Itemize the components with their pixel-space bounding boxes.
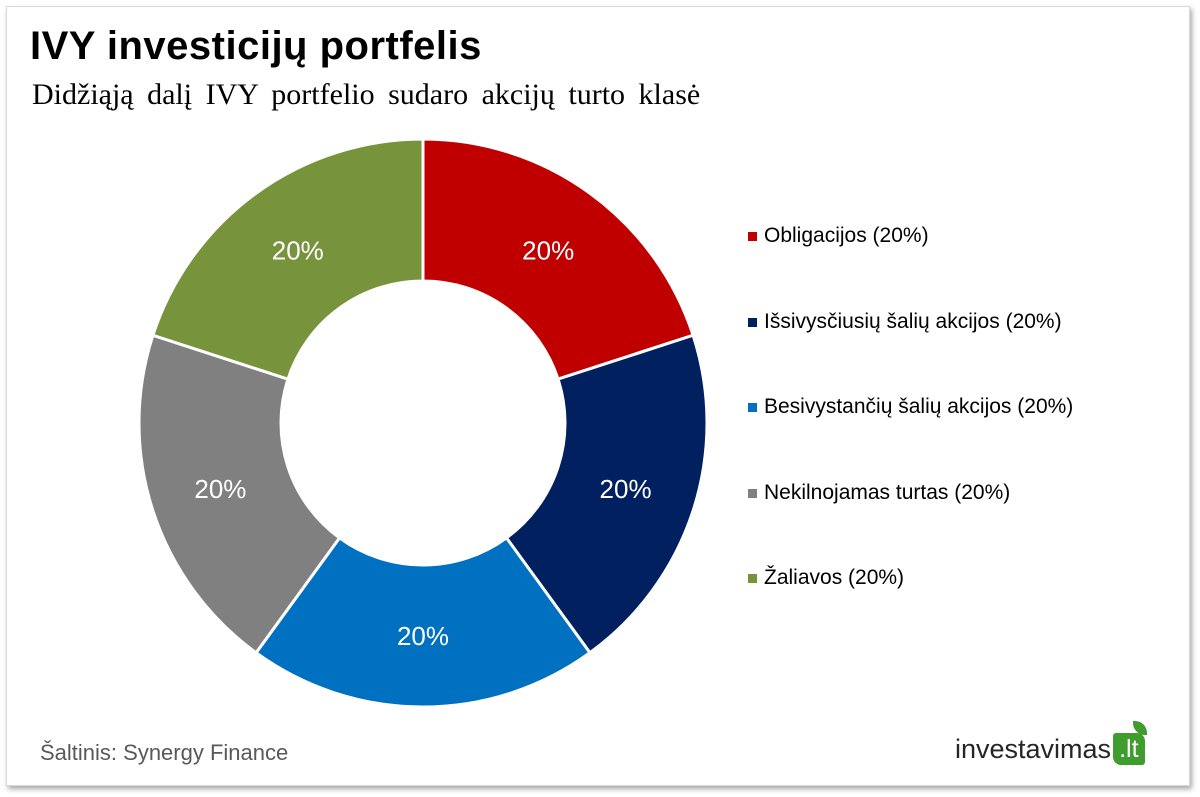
logo-badge: .lt	[1113, 721, 1147, 765]
donut-slices	[137, 137, 709, 709]
donut-slice-besivystanciu-saliu-akcijos	[253, 535, 593, 709]
data-label-issivysciusiu-saliu-akcijos: 20%	[600, 474, 652, 504]
data-label-nekilnojamas-turtas: 20%	[194, 474, 246, 504]
data-label-zaliavos: 20%	[272, 236, 324, 266]
data-label-obligacijos: 20%	[522, 236, 574, 266]
legend-item-zaliavos: Žaliavos (20%)	[748, 566, 1073, 652]
donut-slice-issivysciusiu-saliu-akcijos	[504, 333, 709, 655]
legend-swatch	[748, 403, 757, 412]
legend-label: Žaliavos (20%)	[764, 566, 905, 589]
logo-badge-text: .lt	[1119, 735, 1139, 763]
donut-slice-zaliavos	[151, 137, 425, 382]
legend-swatch	[748, 488, 757, 498]
legend-swatch	[748, 574, 757, 583]
legend-item-issivysciusiu-saliu-akcijos: Išsivysčiusių šalių akcijos (20%)	[748, 310, 1073, 396]
legend-label: Nekilnojamas turtas (20%)	[764, 480, 1011, 504]
legend-item-besivystanciu-saliu-akcijos: Besivystančių šalių akcijos (20%)	[748, 395, 1073, 481]
leaf-icon	[1132, 721, 1147, 735]
legend-label: Obligacijos (20%)	[764, 224, 929, 247]
legend-swatch	[748, 232, 757, 241]
logo-text: investavimas	[955, 733, 1112, 764]
legend-item-obligacijos: Obligacijos (20%)	[748, 224, 1073, 310]
legend-swatch	[748, 317, 757, 327]
donut-data-labels: 20% 20% 20% 20% 20%	[194, 236, 651, 651]
chart-title: IVY investicijų portfelis	[30, 24, 482, 68]
investavimas-logo: investavimas .lt	[955, 721, 1147, 765]
chart-legend: Obligacijos (20%) Išsivysčiusių šalių ak…	[748, 224, 1073, 652]
legend-label: Išsivysčiusių šalių akcijos (20%)	[764, 309, 1062, 333]
donut-slice-nekilnojamas-turtas	[137, 333, 342, 655]
legend-label: Besivystančių šalių akcijos (20%)	[764, 395, 1074, 418]
source-note: Šaltinis: Synergy Finance	[40, 740, 289, 765]
data-label-besivystanciu-saliu-akcijos: 20%	[397, 621, 449, 651]
legend-item-nekilnojamas-turtas: Nekilnojamas turtas (20%)	[748, 481, 1073, 567]
chart-subtitle: Didžiąją dalį IVY portfelio sudaro akcij…	[32, 78, 701, 111]
donut-slice-obligacijos	[421, 137, 695, 382]
